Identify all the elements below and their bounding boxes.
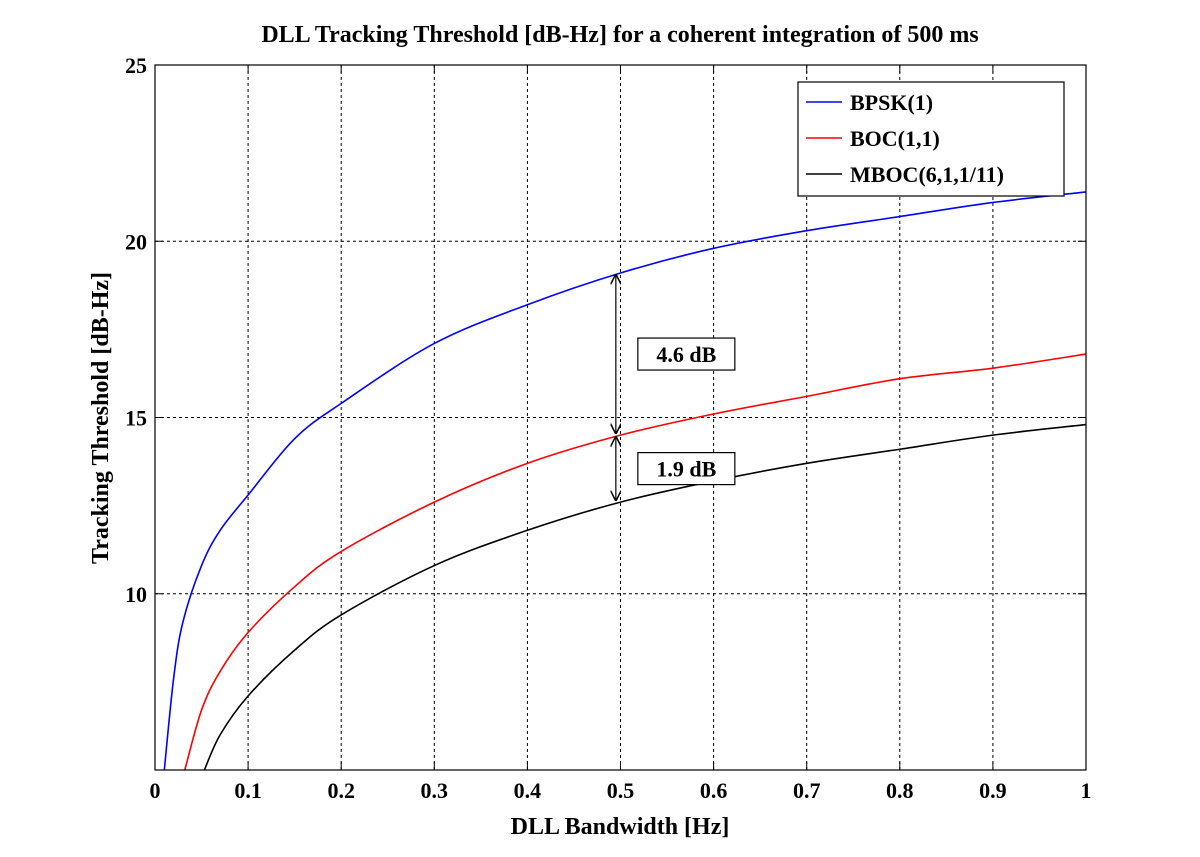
x-tick-label: 0.8 (886, 778, 914, 803)
y-tick-label: 25 (125, 53, 147, 78)
legend-label: BPSK(1) (850, 90, 933, 115)
chart-title: DLL Tracking Threshold [dB-Hz] for a coh… (261, 22, 978, 48)
annotations: 4.6 dB 1.9 dB (616, 275, 736, 500)
x-tick-label: 0.6 (700, 778, 728, 803)
series-line-2 (184, 353, 1087, 771)
x-tick-label: 0 (150, 778, 161, 803)
x-tick-label: 0.4 (514, 778, 542, 803)
ticks: 0 0.1 0.2 0.3 0.4 0.5 0.6 0.7 0.8 0.9 1 10 15 20 25 (125, 53, 1092, 803)
annotation-label: 1.9 dB (656, 457, 716, 482)
x-tick-label: 0.5 (607, 778, 635, 803)
annotation-label: 4.6 dB (656, 342, 716, 367)
legend: BPSK(1) BOC(1,1) MBOC(6,1,1/11) (797, 81, 1065, 197)
x-axis-label: DLL Bandwidth [Hz] (511, 814, 730, 840)
legend-label: MBOC(6,1,1/11) (850, 162, 1004, 187)
y-axis-label: Tracking Threshold [dB-Hz] (88, 272, 114, 564)
y-tick-label: 15 (125, 406, 147, 431)
y-tick-label: 10 (125, 582, 147, 607)
series-line-1 (163, 191, 1087, 771)
legend-label: BOC(1,1) (850, 126, 940, 151)
series-lines (163, 191, 1087, 771)
y-tick-label: 20 (125, 229, 147, 254)
x-tick-label: 1 (1081, 778, 1092, 803)
x-tick-label: 0.3 (421, 778, 449, 803)
grid (155, 65, 1086, 770)
x-tick-label: 0.9 (979, 778, 1007, 803)
series-line-3 (203, 423, 1087, 771)
x-tick-label: 0.7 (793, 778, 821, 803)
x-tick-label: 0.2 (327, 778, 355, 803)
legend-box (797, 81, 1065, 197)
annotation-box (637, 452, 736, 486)
annotation-box (637, 337, 736, 371)
x-tick-label: 0.1 (234, 778, 262, 803)
